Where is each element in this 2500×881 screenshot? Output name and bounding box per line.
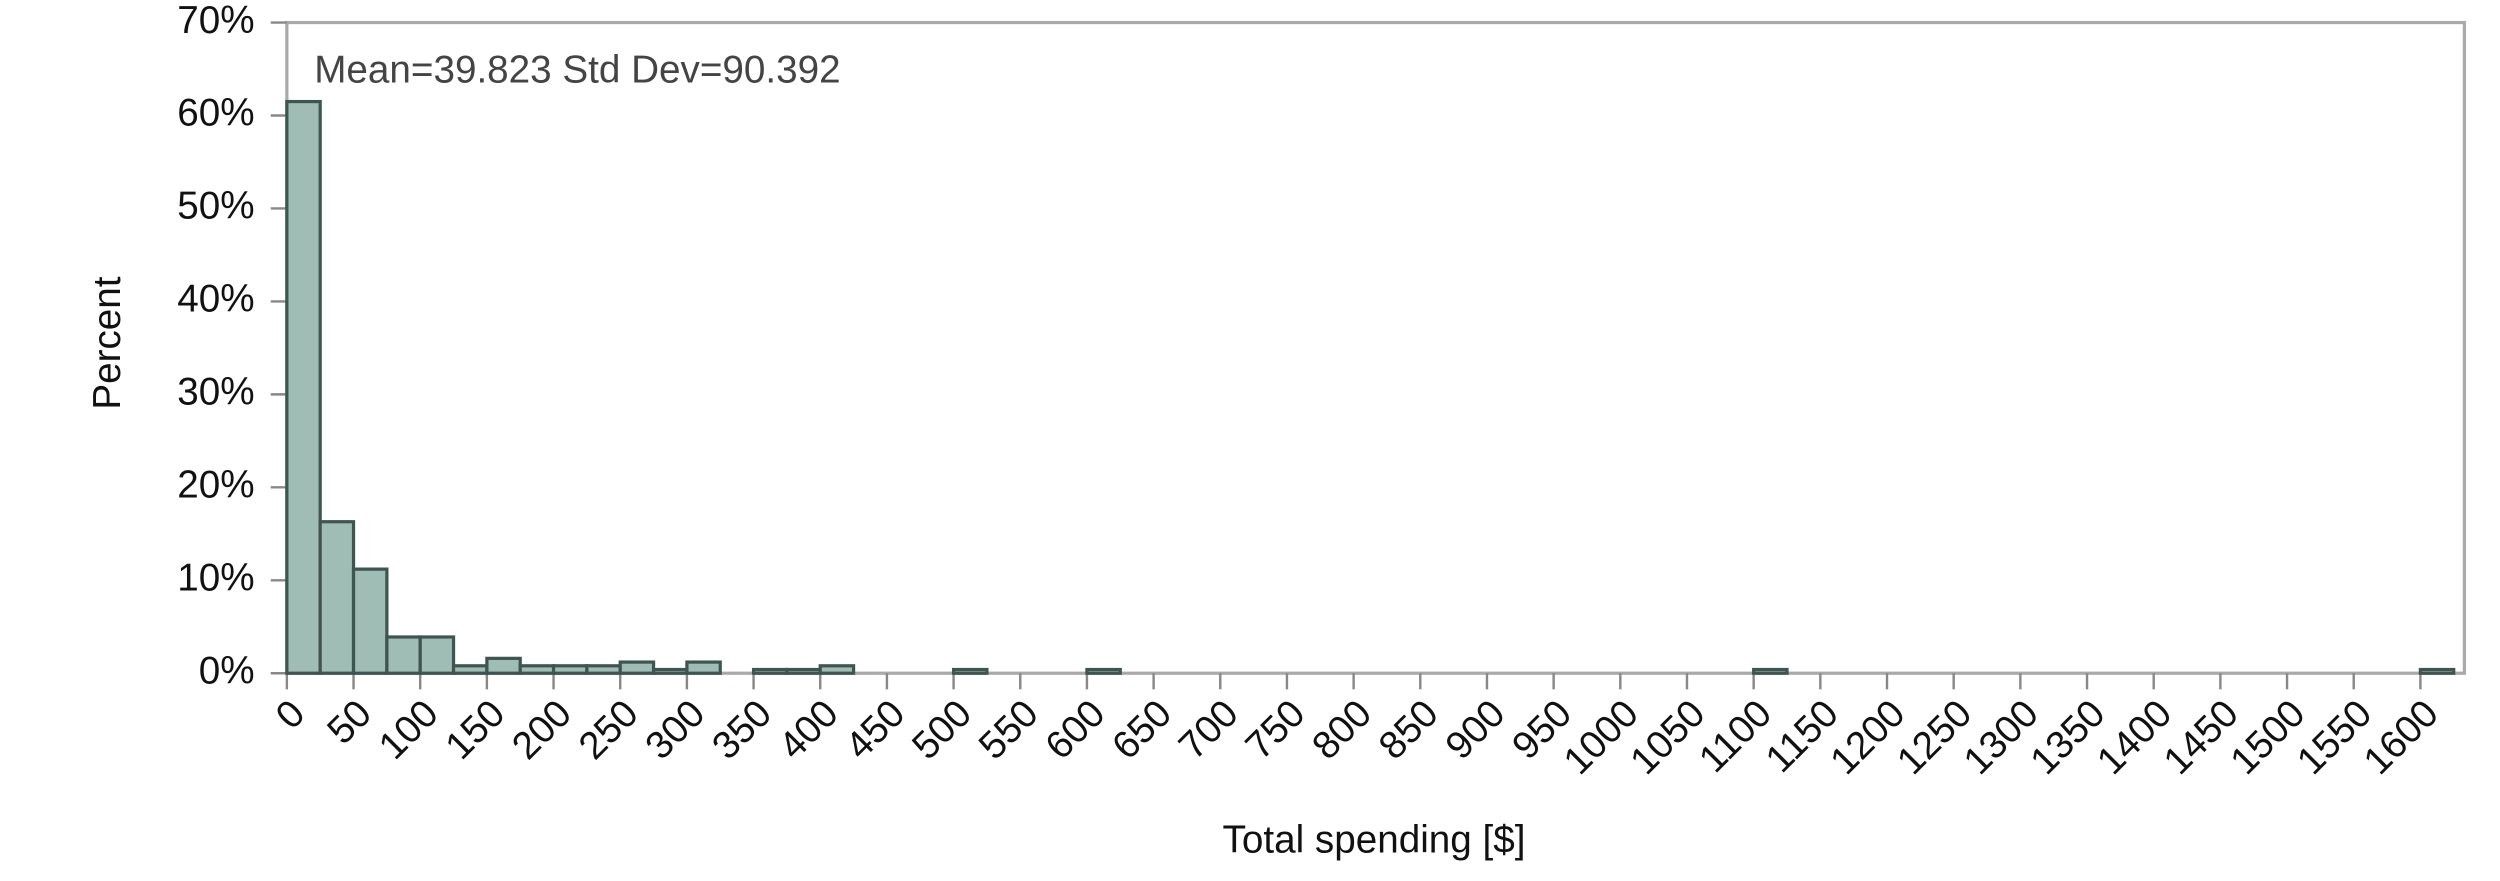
y-tick-label: 30% [177, 371, 254, 414]
x-tick-label: 1250 [1889, 692, 1980, 783]
y-axis-label: Percent [86, 276, 129, 409]
x-tick-label: 1300 [1956, 692, 2047, 783]
bar [418, 635, 456, 675]
x-tick-label: 1350 [2022, 692, 2113, 783]
bar [585, 664, 622, 675]
bar [285, 99, 322, 675]
bar [651, 667, 689, 675]
x-tick-label: 50 [319, 692, 380, 753]
x-tick-label: 450 [837, 692, 913, 768]
x-axis-label: Total spending [$] [1223, 819, 1526, 862]
x-tick-label: 400 [771, 692, 847, 768]
x-tick-label: 900 [1437, 692, 1513, 768]
bar [485, 656, 522, 675]
x-tick-label: 750 [1237, 692, 1313, 768]
x-tick-label: 350 [704, 692, 780, 768]
x-tick-label: 700 [1171, 692, 1247, 768]
bar [318, 520, 356, 675]
bar [551, 664, 589, 675]
x-tick-label: 1050 [1622, 692, 1713, 783]
bar [518, 664, 556, 675]
x-tick-label: 200 [504, 692, 580, 768]
x-tick-label: 1100 [1691, 692, 1780, 781]
x-tick-label: 500 [904, 692, 980, 768]
x-tick-label: 1000 [1556, 692, 1647, 783]
x-tick-label: 1600 [2356, 692, 2447, 783]
bar [818, 664, 856, 675]
x-tick-label: 0 [268, 692, 314, 738]
x-tick-label: 1200 [1822, 692, 1913, 783]
x-tick-label: 550 [971, 692, 1047, 768]
y-tick-label: 40% [177, 278, 254, 321]
y-tick-label: 10% [177, 556, 254, 599]
y-tick-label: 70% [177, 0, 254, 42]
bar [785, 667, 822, 675]
y-tick-label: 60% [177, 92, 254, 135]
x-tick-label: 850 [1371, 692, 1447, 768]
bar [618, 660, 656, 675]
bar [451, 664, 489, 675]
bar [751, 667, 789, 675]
x-tick-label: 100 [371, 692, 447, 768]
bar [685, 660, 722, 675]
x-tick-label: 150 [437, 692, 513, 768]
y-tick-label: 50% [177, 185, 254, 228]
bar [1085, 667, 1122, 675]
y-tick-label: 20% [177, 464, 254, 507]
y-tick-label: 0% [199, 649, 255, 692]
bar [351, 567, 389, 675]
x-tick-label: 650 [1104, 692, 1180, 768]
x-tick-label: 600 [1037, 692, 1113, 768]
x-tick-label: 1500 [2222, 692, 2313, 783]
bar [951, 667, 989, 675]
x-tick-label: 1150 [1758, 692, 1847, 781]
x-tick-label: 1450 [2156, 692, 2247, 783]
bar [1752, 667, 1789, 675]
plot-frame [285, 20, 2467, 675]
x-tick-label: 1550 [2289, 692, 2380, 783]
x-tick-label: 300 [637, 692, 713, 768]
x-tick-label: 250 [571, 692, 647, 768]
x-tick-label: 800 [1304, 692, 1380, 768]
bar [2418, 667, 2456, 675]
bar [385, 635, 422, 675]
x-tick-label: 1400 [2089, 692, 2180, 783]
annotation: Mean=39.823 Std Dev=90.392 [314, 49, 840, 92]
